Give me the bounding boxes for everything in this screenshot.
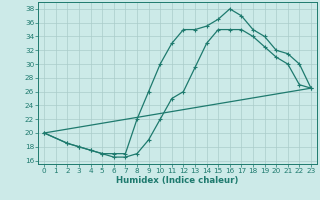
X-axis label: Humidex (Indice chaleur): Humidex (Indice chaleur) <box>116 176 239 185</box>
